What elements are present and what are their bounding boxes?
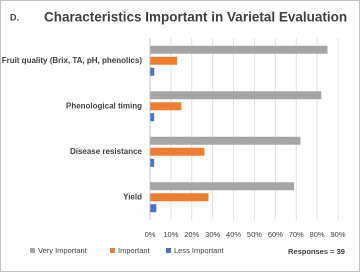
bar [150, 147, 205, 156]
x-tick-label: 30% [205, 230, 220, 239]
y-tick-label: Phenological timing [66, 101, 142, 110]
annotation: Responses = 39 [288, 247, 345, 256]
bar [150, 158, 155, 167]
x-tick-label: 40% [226, 230, 241, 239]
bar [150, 193, 209, 202]
x-tick-label: 80% [310, 230, 325, 239]
panel-label: D. [10, 12, 19, 22]
bar [150, 113, 155, 122]
legend-swatch [166, 248, 171, 253]
y-tick-label: Yield [123, 192, 142, 201]
legend-label: Important [118, 246, 151, 255]
legend-label: Less Important [174, 246, 225, 255]
y-tick-label: Fruit quality (Brix, TA, pH, phenolics) [2, 56, 143, 65]
bar [150, 136, 301, 145]
bar [150, 204, 157, 213]
bar [150, 91, 322, 100]
x-tick-label: 20% [184, 230, 199, 239]
legend-swatch [110, 248, 115, 253]
x-tick-label: 60% [268, 230, 283, 239]
legend-label: Very Important [38, 246, 88, 255]
legend-swatch [30, 248, 35, 253]
x-tick-label: 0% [145, 230, 156, 239]
x-tick-label: 50% [247, 230, 262, 239]
chart-title: Characteristics Important in Varietal Ev… [44, 10, 347, 25]
bar [150, 182, 295, 191]
bar [150, 56, 178, 65]
bar [150, 67, 155, 76]
x-tick-label: 10% [163, 230, 178, 239]
y-tick-label: Disease resistance [70, 147, 143, 156]
x-tick-label: 90% [330, 230, 345, 239]
bar [150, 102, 182, 111]
bar [150, 45, 328, 54]
x-tick-label: 70% [289, 230, 304, 239]
